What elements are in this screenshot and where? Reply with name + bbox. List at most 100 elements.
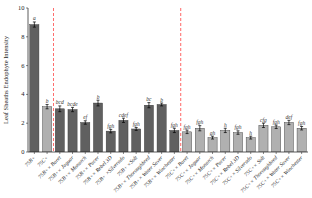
x-tick (199, 152, 200, 154)
x-tick (238, 152, 239, 154)
error-bar (275, 125, 278, 128)
letter-label: fgh (133, 121, 140, 127)
error-bar (198, 126, 201, 131)
error-cap (135, 127, 138, 128)
error-bar (46, 104, 49, 108)
error-bar (147, 103, 150, 108)
error-cap (46, 108, 49, 109)
y-tick (26, 94, 28, 95)
error-cap (160, 105, 163, 106)
bar (157, 104, 166, 152)
error-cap (97, 100, 100, 101)
error-cap (249, 139, 252, 140)
letter-label: gh (210, 130, 216, 136)
error-cap (46, 104, 49, 105)
x-axis (28, 152, 308, 153)
bar (106, 131, 115, 152)
letter-label: h (224, 122, 227, 128)
error-cap (224, 128, 227, 129)
error-cap (198, 130, 201, 131)
error-line (110, 129, 111, 132)
error-line (225, 128, 226, 132)
error-bar (135, 128, 138, 131)
y-tick-label: 2 (21, 119, 24, 126)
y-tick-label: 6 (21, 62, 25, 69)
error-bar (287, 120, 290, 124)
x-tick (174, 152, 175, 154)
error-bar (237, 131, 240, 134)
letter-label: ef (83, 114, 88, 120)
bar (221, 130, 230, 152)
x-tick (47, 152, 48, 154)
x-tick (263, 152, 264, 154)
x-tick (34, 152, 35, 154)
letter-label: fgh (196, 119, 203, 125)
error-bar (84, 121, 87, 124)
letter-label: fgh (171, 122, 178, 128)
x-tick-label: 75B+ (23, 154, 36, 167)
error-bar (109, 129, 112, 132)
y-tick-label: 0 (21, 148, 24, 155)
error-line (85, 121, 86, 124)
y-tick (26, 8, 28, 9)
letter-label: h (249, 130, 252, 136)
bar (208, 138, 217, 152)
error-cap (122, 122, 125, 123)
x-tick (212, 152, 213, 154)
error-bar (97, 100, 100, 106)
letter-label: cfg (260, 117, 267, 123)
bar (132, 129, 141, 152)
letter-label: cdef (119, 112, 130, 118)
error-cap (84, 120, 87, 121)
bar (272, 127, 281, 152)
error-cap (211, 139, 214, 140)
error-line (72, 107, 73, 111)
x-tick (136, 152, 137, 154)
error-bar (58, 106, 61, 112)
x-tick (301, 152, 302, 154)
x-tick (72, 152, 73, 154)
separator-line (180, 8, 181, 152)
error-cap (186, 130, 189, 131)
error-line (34, 22, 35, 27)
x-tick-label: 75C+× Winchester (270, 154, 305, 189)
error-cap (71, 111, 74, 112)
letter-label: bc (146, 96, 152, 102)
bar (183, 132, 192, 152)
x-tick (85, 152, 86, 154)
error-cap (122, 118, 125, 119)
letter-label: b (97, 94, 100, 100)
error-cap (275, 128, 278, 129)
letter-label: fgh (234, 124, 241, 130)
error-cap (173, 128, 176, 129)
letter-label: b (160, 97, 163, 103)
bar (246, 138, 255, 152)
error-cap (262, 127, 265, 128)
error-cap (109, 129, 112, 130)
error-cap (109, 132, 112, 133)
bar (81, 122, 90, 152)
letter-label: fgh (184, 124, 191, 130)
error-line (199, 126, 200, 131)
y-tick (26, 123, 28, 124)
x-tick (288, 152, 289, 154)
y-tick (26, 152, 28, 153)
error-cap (173, 132, 176, 133)
separator-line (53, 8, 54, 152)
letter-label: def (286, 114, 294, 120)
error-cap (160, 103, 163, 104)
bar (93, 103, 102, 152)
error-bar (122, 118, 125, 122)
error-bar (300, 127, 303, 130)
error-bar (249, 136, 252, 139)
y-tick (26, 65, 28, 66)
x-tick (161, 152, 162, 154)
error-cap (300, 129, 303, 130)
error-bar (173, 128, 176, 132)
error-cap (186, 133, 189, 134)
bar (259, 125, 268, 152)
error-line (288, 120, 289, 124)
error-cap (58, 111, 61, 112)
error-line (161, 103, 162, 106)
error-cap (300, 126, 303, 127)
